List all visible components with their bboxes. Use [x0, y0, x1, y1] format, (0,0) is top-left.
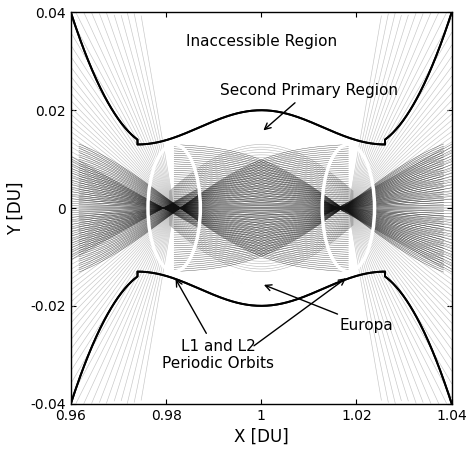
Text: Europa: Europa — [265, 285, 393, 333]
X-axis label: X [DU]: X [DU] — [234, 428, 289, 446]
Y-axis label: Y [DU]: Y [DU] — [7, 181, 25, 235]
Text: L1 and L2
Periodic Orbits: L1 and L2 Periodic Orbits — [163, 280, 274, 371]
Text: Inaccessible Region: Inaccessible Region — [186, 34, 337, 49]
Text: Second Primary Region: Second Primary Region — [220, 83, 398, 130]
